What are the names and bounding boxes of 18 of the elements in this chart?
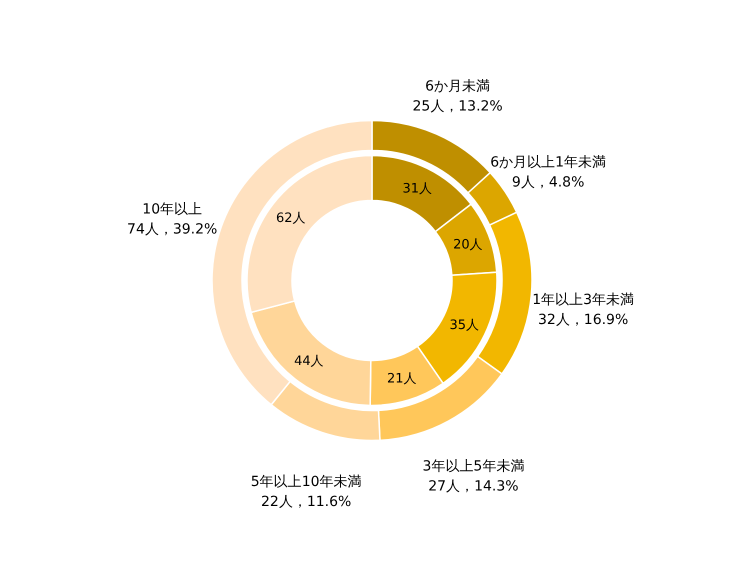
slice-label: 5年以上10年未満 [250,474,362,490]
slice-label: 3年以上5年未満 [422,458,524,475]
data-label: 32人，16.9% [538,312,628,328]
data-label: 20人 [453,237,483,252]
slice-label: 6か月以上1年未満 [490,154,606,171]
data-label: 9人，4.8% [512,174,584,191]
slice-label: 1年以上3年未満 [532,292,634,308]
data-label: 31人 [402,182,432,197]
data-label: 35人 [450,318,480,334]
data-label: 27人，14.3% [428,478,519,495]
data-label: 44人 [294,354,324,370]
data-label: 25人，13.2% [412,98,503,115]
slice-label: 10年以上 [142,202,202,218]
data-label: 22人，11.6% [261,494,352,510]
data-label: 21人 [387,372,417,387]
slice-label: 6か月未満 [425,78,490,95]
data-label: 74人，39.2% [127,222,218,238]
data-label: 62人 [276,210,306,226]
